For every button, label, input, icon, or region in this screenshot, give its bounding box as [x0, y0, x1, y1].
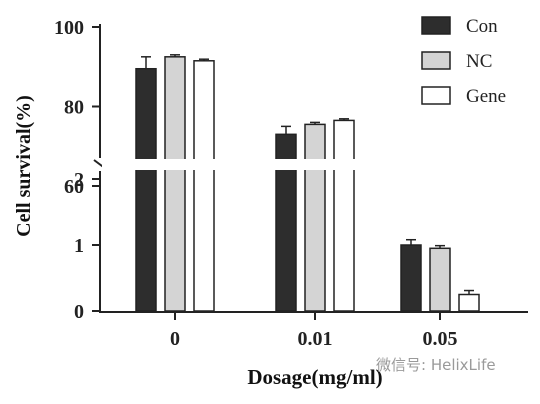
bar-nc-2 — [429, 247, 451, 312]
bar-gene-1 — [333, 119, 355, 312]
legend-swatch-gene — [421, 86, 451, 105]
y-tick-label-lower-0: 0 — [74, 301, 84, 323]
y-tick-label-upper-1: 80 — [64, 97, 84, 119]
y-tick-label-upper-2: 100 — [54, 17, 84, 39]
x-tick-label-0: 0 — [170, 328, 180, 350]
x-tick-label-1: 0.01 — [298, 328, 333, 350]
x-axis-label: Dosage(mg/ml) — [247, 365, 382, 389]
bar-con-2 — [400, 244, 422, 312]
legend: Con NC Gene — [421, 16, 506, 107]
bar-con-0 — [135, 67, 157, 312]
bar-gene-0 — [193, 60, 215, 312]
axis-break-gap — [102, 159, 538, 170]
legend-swatch-con — [421, 16, 451, 35]
y-tick-label-lower-2: 2 — [74, 169, 84, 191]
bar-nc-1 — [304, 123, 326, 312]
x-tick-label-2: 0.05 — [423, 328, 458, 350]
y-axis-label: Cell survival(%) — [13, 95, 35, 237]
bar-gene-2 — [458, 293, 480, 312]
y-tick-label-lower-1: 1 — [74, 235, 84, 257]
watermark-text: 微信号: HelixLife — [376, 356, 496, 374]
legend-label-con: Con — [466, 16, 498, 37]
legend-swatch-nc — [421, 51, 451, 70]
legend-label-gene: Gene — [466, 86, 506, 107]
y-tick-label-upper-0: 60 — [64, 176, 84, 198]
legend-label-nc: NC — [466, 51, 492, 72]
bar-nc-0 — [164, 56, 186, 312]
